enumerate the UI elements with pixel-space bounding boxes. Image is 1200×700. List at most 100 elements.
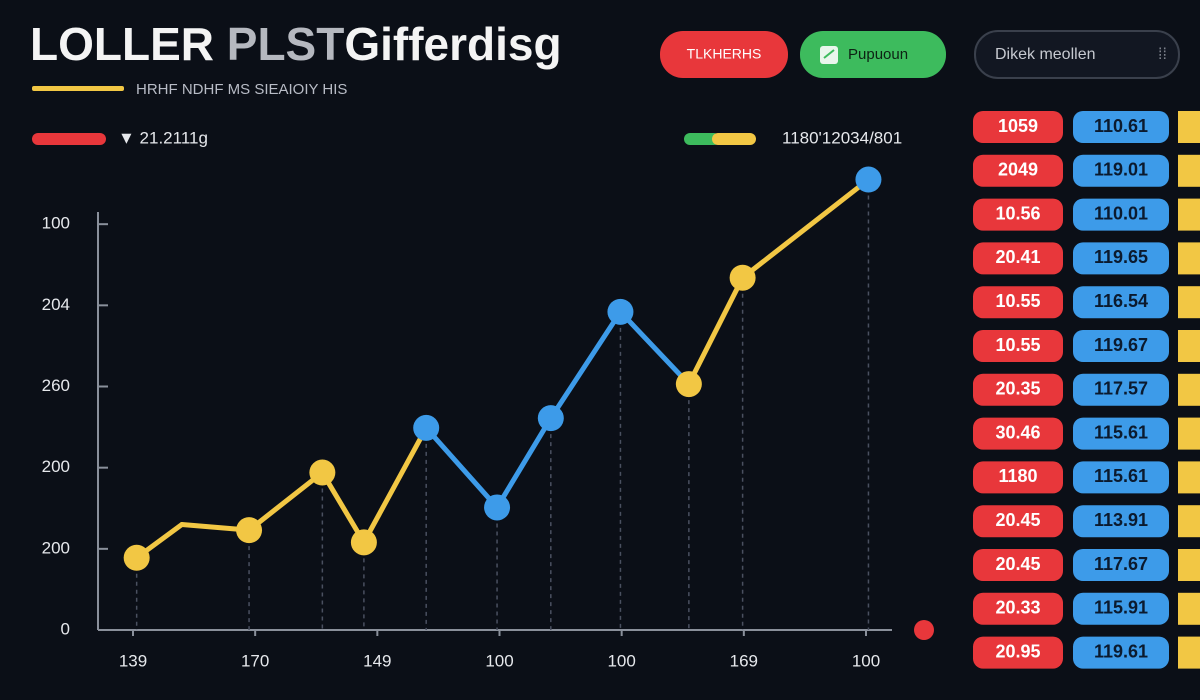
y-tick-label: 100 [42, 214, 70, 233]
legend-label: 1180'12034/801 [782, 128, 902, 147]
cell [973, 373, 1063, 406]
cell-text: 113.91 [1094, 510, 1148, 530]
cell-text: 119.61 [1094, 641, 1148, 661]
cell [1073, 592, 1169, 625]
cell-text: 115.91 [1094, 598, 1148, 618]
point [855, 166, 882, 193]
cell [973, 330, 1063, 362]
y-tick-label: 0 [61, 619, 70, 638]
table: 1059 110.61 2049 119.01 10.56 110.01 20.41 119.… [973, 111, 1200, 669]
cell [1073, 286, 1169, 319]
cell-text: 20.41 [995, 247, 1040, 267]
cell-text: 20.45 [995, 554, 1040, 574]
cell [1178, 286, 1200, 319]
button-handle: ⁞⁞ [1158, 46, 1167, 63]
cell [1073, 417, 1169, 450]
cell [1178, 461, 1200, 494]
cell [1178, 592, 1200, 625]
cell [1073, 242, 1169, 275]
button-label: TLKHERHS [687, 46, 762, 62]
line-segment [617, 309, 692, 387]
cell [1178, 111, 1200, 143]
cell [973, 198, 1063, 231]
legend-swatch [32, 133, 106, 145]
line-segment [494, 415, 554, 510]
cell-text: 20.45 [995, 510, 1040, 530]
y-tick-label: 200 [42, 457, 70, 476]
cell [1073, 111, 1169, 143]
line-segment [361, 425, 429, 545]
cell [1178, 198, 1200, 231]
cell [1073, 505, 1169, 538]
button-label: Pupuoun [848, 46, 908, 63]
y-tick-label: 200 [42, 538, 70, 557]
button[interactable] [974, 30, 1180, 79]
point [350, 529, 377, 556]
cell-text: 110.61 [1094, 116, 1148, 136]
cell-text: 20.95 [995, 641, 1040, 661]
cell [973, 242, 1063, 275]
cell [973, 505, 1063, 538]
cell-text: 117.67 [1094, 554, 1148, 574]
y-tick-label: 204 [42, 295, 70, 314]
point [607, 298, 634, 325]
legend-swatch [684, 133, 720, 145]
cell-text: 119.01 [1094, 160, 1148, 180]
cell-text: 1180 [998, 466, 1037, 486]
cell-text: 10.55 [995, 291, 1040, 311]
cell [1178, 417, 1200, 450]
cell [973, 111, 1063, 143]
cell [1073, 330, 1169, 362]
cell [1073, 461, 1169, 494]
cell [973, 286, 1063, 319]
title-underline [32, 86, 124, 91]
plot: 0 200 200 260 204 100 139 170 149 100 100 169 100 [42, 166, 882, 670]
cell-text: 117.57 [1094, 379, 1148, 399]
line-segment [246, 470, 325, 533]
cell [973, 417, 1063, 450]
point [123, 544, 150, 571]
cell-text: 110.01 [1094, 203, 1148, 223]
cell [973, 549, 1063, 581]
point [236, 517, 263, 544]
line-segment [423, 425, 500, 510]
x-tick-label: 170 [241, 651, 269, 670]
cell [973, 636, 1063, 669]
cell [1178, 636, 1200, 669]
line-segment [740, 177, 871, 281]
x-tick-label: 100 [852, 651, 880, 670]
cell [1178, 549, 1200, 581]
line-segment [319, 470, 367, 545]
cell-text: 1059 [998, 116, 1038, 136]
cell [973, 592, 1063, 625]
cell [1073, 154, 1169, 187]
point [675, 371, 702, 398]
x-tick-label: 139 [119, 651, 147, 670]
point [484, 494, 511, 521]
cell-text: 10.55 [995, 335, 1040, 355]
cell-text: 115.61 [1094, 422, 1148, 442]
button[interactable] [800, 31, 946, 78]
line-segment [548, 309, 623, 421]
cell-text: 115.61 [1094, 466, 1148, 486]
cell [1073, 636, 1169, 669]
line-segment [686, 275, 746, 387]
cell-text: 116.54 [1094, 291, 1148, 311]
legend-swatch [712, 133, 756, 145]
x-tick-label: 100 [485, 651, 513, 670]
point [729, 264, 756, 291]
button-label: Dikek meollen [995, 46, 1095, 63]
legend-label: ▼ 21.2111g [118, 128, 208, 147]
cell [1073, 373, 1169, 406]
button-icon-stroke [823, 49, 835, 59]
cell [1178, 154, 1200, 187]
x-tick-label: 100 [607, 651, 635, 670]
x-tick-label: 149 [363, 651, 391, 670]
button[interactable] [660, 31, 788, 78]
cell-text: 119.65 [1094, 247, 1148, 267]
cell [1178, 242, 1200, 275]
point [537, 405, 564, 432]
x-tick-label: 169 [730, 651, 758, 670]
